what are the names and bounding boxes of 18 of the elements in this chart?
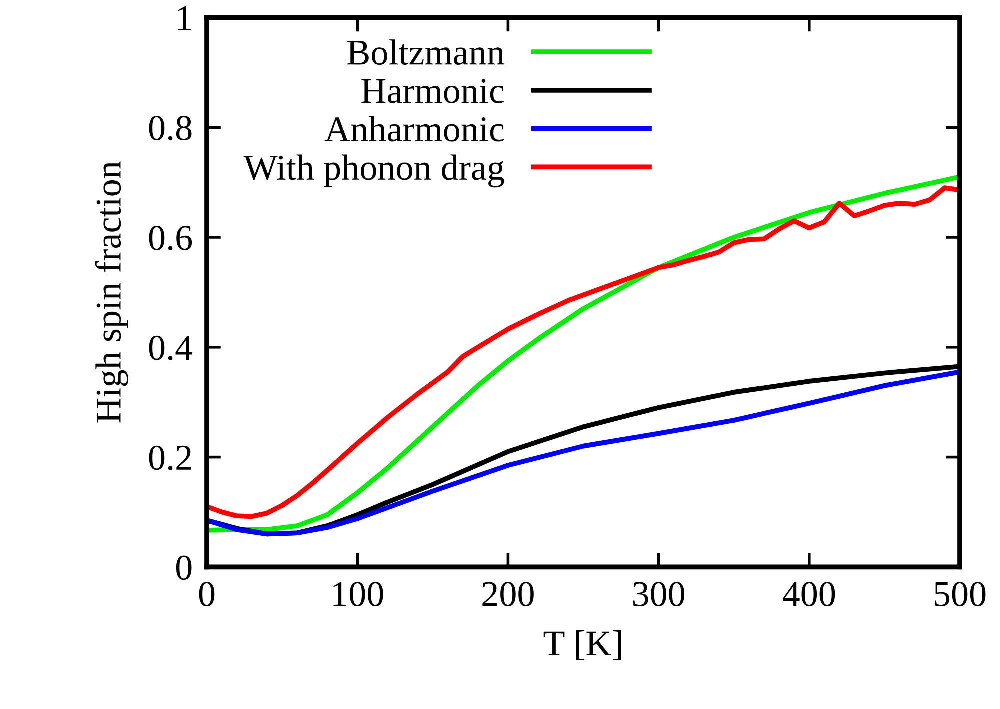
x-tick-label: 300 [633,582,685,606]
x-tick-label: 500 [935,582,986,606]
y-tick-label: 0.8 [149,116,192,141]
x-axis-title: T [K] [544,630,622,660]
x-tick-label: 100 [334,582,384,606]
y-tick-label: 0.6 [149,226,192,251]
y-axis-title: High spin fraction [95,162,129,423]
legend-label: With phonon drag [244,154,504,188]
x-tick-label: 200 [482,582,534,606]
x-tick-label: 400 [783,582,836,606]
y-tick-label: 1 [178,6,191,30]
legend-label: Harmonic [362,79,504,104]
legend-label: Anharmonic [324,116,504,142]
x-tick-label: 0 [199,582,215,606]
legend-label: Boltzmann [348,40,504,66]
y-tick-label: 0.2 [149,446,192,470]
y-tick-label: 0.4 [149,336,193,360]
y-tick-label: 0 [176,556,192,580]
